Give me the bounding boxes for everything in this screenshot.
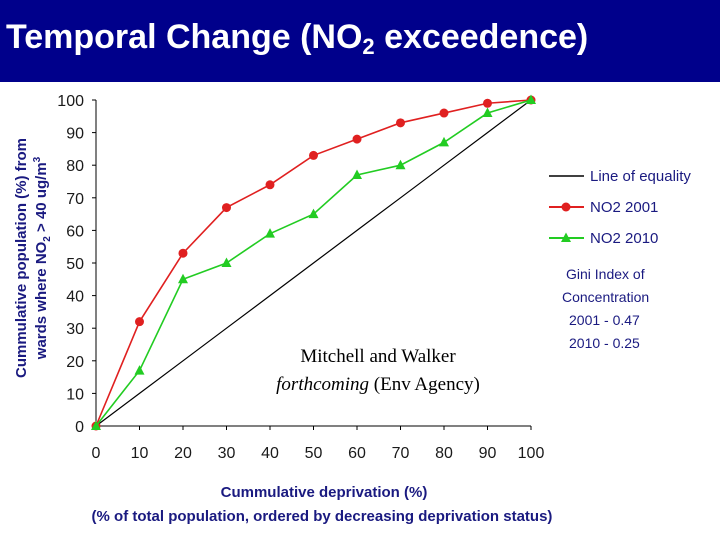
point-no2-2010 [265,228,275,238]
ylabel-superscript: 3 [32,156,43,162]
point-no2-2010 [134,365,145,375]
point-no2-2010 [308,208,319,219]
x-tick-label: 40 [261,445,279,462]
gini-title-1: Gini Index of [566,266,645,282]
point-no2-2001 [178,248,188,258]
x-tick-label: 10 [131,445,149,462]
x-tick-label: 20 [174,445,192,462]
x-tick-label: 80 [435,445,453,462]
title-main: Temporal Change (NO [6,18,363,56]
y-tick-label: 20 [66,354,84,371]
point-no2-2010 [178,273,188,284]
series-line-line-of-equality [95,99,532,427]
ylabel-part-a: wards where NO [33,241,50,360]
point-no2-2010 [439,136,449,147]
x-axis-sublabel: (% of total population, ordered by decre… [92,508,553,525]
x-tick-label: 100 [518,445,545,462]
gini-2001: 2001 - 0.47 [569,312,640,328]
point-no2-2001 [135,317,144,327]
title-subscript: 2 [362,34,375,59]
point-no2-2010 [352,169,362,179]
point-no2-2010 [482,107,493,118]
y-tick-label: 80 [66,158,84,175]
x-tick-label: 0 [92,445,101,462]
x-axis-label: Cummulative deprivation (%) [221,484,428,501]
y-tick-label: 60 [66,223,84,240]
y-tick-label: 10 [66,386,84,403]
point-no2-2010 [91,420,101,430]
y-axis-label-line2: wards where NO2 > 40 ug/m3 [32,156,53,360]
point-no2-2001 [439,108,449,118]
point-no2-2010 [221,257,232,267]
chart-panel [4,84,714,536]
slide-title: Temporal Change (NO2 exceedence) [6,18,589,59]
ylabel-subscript: 2 [42,236,53,242]
point-no2-2010 [395,159,406,170]
y-tick-label: 40 [66,289,84,306]
gini-title-2: Concentration [562,289,649,305]
y-axis-label-line1: Cummulative population (%) from [13,138,30,378]
y-tick-label: 90 [66,126,84,143]
point-no2-2001 [352,134,362,144]
point-no2-2001 [222,203,231,213]
annotation-rest: (Env Agency) [369,374,480,395]
y-tick-label: 100 [57,93,84,110]
legend-label-no2-2001: NO2 2001 [590,199,658,216]
legend-label-no2-2010: NO2 2010 [590,230,658,247]
x-tick-label: 90 [479,445,497,462]
point-no2-2010 [526,94,536,104]
x-tick-label: 70 [392,445,410,462]
annotation-source: forthcoming (Env Agency) [276,374,480,395]
annotation-authors: Mitchell and Walker [300,346,456,367]
point-no2-2001 [483,98,492,108]
legend-marker-no2-2001 [561,202,571,212]
title-band [0,0,720,82]
legend-marker-no2-2010 [561,232,571,242]
y-tick-label: 30 [66,321,84,338]
title-tail: exceedence) [374,18,589,56]
y-tick-label: 0 [75,419,84,436]
point-no2-2001 [396,118,405,128]
y-tick-label: 50 [66,256,84,273]
gini-2010: 2010 - 0.25 [569,335,640,351]
annotation-italic: forthcoming [276,374,369,395]
point-no2-2001 [265,180,275,190]
legend-label-line-of-equality: Line of equality [590,168,691,185]
x-tick-label: 50 [305,445,323,462]
ylabel-part-b: > 40 ug/m [33,162,50,236]
x-tick-label: 60 [348,445,366,462]
point-no2-2001 [309,150,318,160]
y-tick-label: 70 [66,191,84,208]
x-tick-label: 30 [218,445,236,462]
